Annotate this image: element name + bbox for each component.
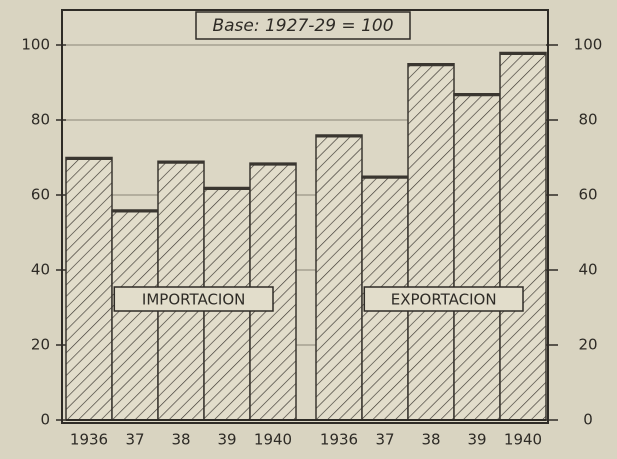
- x-tick-label: 1940: [504, 431, 542, 449]
- x-tick-label: 38: [171, 431, 190, 449]
- y-tick-label: 60: [31, 186, 50, 204]
- x-tick-label: 1940: [254, 431, 292, 449]
- group-label: IMPORTACION: [142, 291, 245, 309]
- y2-tick-label: 20: [578, 336, 597, 354]
- title-box: [195, 11, 411, 40]
- bar: [111, 209, 159, 421]
- y-tick-label: 40: [31, 261, 50, 279]
- bar: [65, 156, 113, 421]
- x-tick-label: 1936: [70, 431, 108, 449]
- x-tick-label: 1936: [320, 431, 358, 449]
- chart-title: Base: 1927-29 = 100: [212, 16, 393, 36]
- group-label-box: [363, 286, 524, 312]
- bar: [407, 63, 455, 421]
- y-tick-label: 80: [31, 111, 50, 129]
- y2-tick-label: 100: [574, 36, 603, 54]
- y-tick-label: 100: [21, 36, 50, 54]
- y2-tick-label: 40: [578, 261, 597, 279]
- y2-tick-label: 60: [578, 186, 597, 204]
- x-tick-label: 38: [421, 431, 440, 449]
- bar: [315, 134, 363, 421]
- x-tick-label: 37: [125, 431, 144, 449]
- x-tick-label: 39: [217, 431, 236, 449]
- y-tick-label: 0: [40, 411, 50, 429]
- x-tick-label: 37: [375, 431, 394, 449]
- y2-tick-label: 80: [578, 111, 597, 129]
- group-label: EXPORTACION: [391, 291, 497, 309]
- y-tick-label: 20: [31, 336, 50, 354]
- x-tick-label: 39: [467, 431, 486, 449]
- y2-tick-label: 0: [583, 411, 593, 429]
- bar: [499, 51, 547, 421]
- group-label-box: [113, 286, 274, 312]
- bar: [453, 93, 501, 421]
